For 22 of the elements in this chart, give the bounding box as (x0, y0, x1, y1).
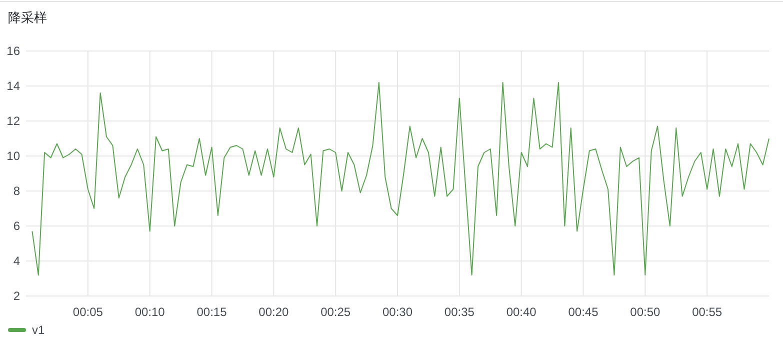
y-tick-label: 14 (6, 79, 20, 94)
x-tick-label: 00:50 (630, 305, 661, 319)
x-tick-label: 00:55 (692, 305, 722, 319)
y-tick-label: 16 (6, 44, 20, 58)
y-tick-label: 2 (13, 289, 20, 304)
x-tick-label: 00:35 (444, 305, 475, 319)
y-tick-label: 8 (13, 184, 20, 198)
x-tick-label: 00:40 (506, 305, 537, 319)
legend-label: v1 (32, 323, 45, 338)
x-tick-label: 00:10 (134, 305, 166, 319)
chart-title: 降采样 (8, 10, 47, 25)
y-tick-label: 6 (13, 219, 20, 234)
x-tick-label: 00:05 (72, 305, 104, 319)
line-series (32, 82, 770, 276)
x-tick-label: 00:30 (382, 305, 413, 319)
y-tick-label: 4 (13, 254, 20, 268)
y-tick-label: 10 (6, 149, 20, 164)
x-tick-label: 00:20 (258, 305, 290, 319)
x-tick-label: 00:45 (568, 305, 599, 319)
y-tick-label: 12 (6, 114, 20, 128)
x-tick-label: 00:15 (196, 305, 228, 319)
x-tick-label: 00:25 (320, 305, 351, 319)
